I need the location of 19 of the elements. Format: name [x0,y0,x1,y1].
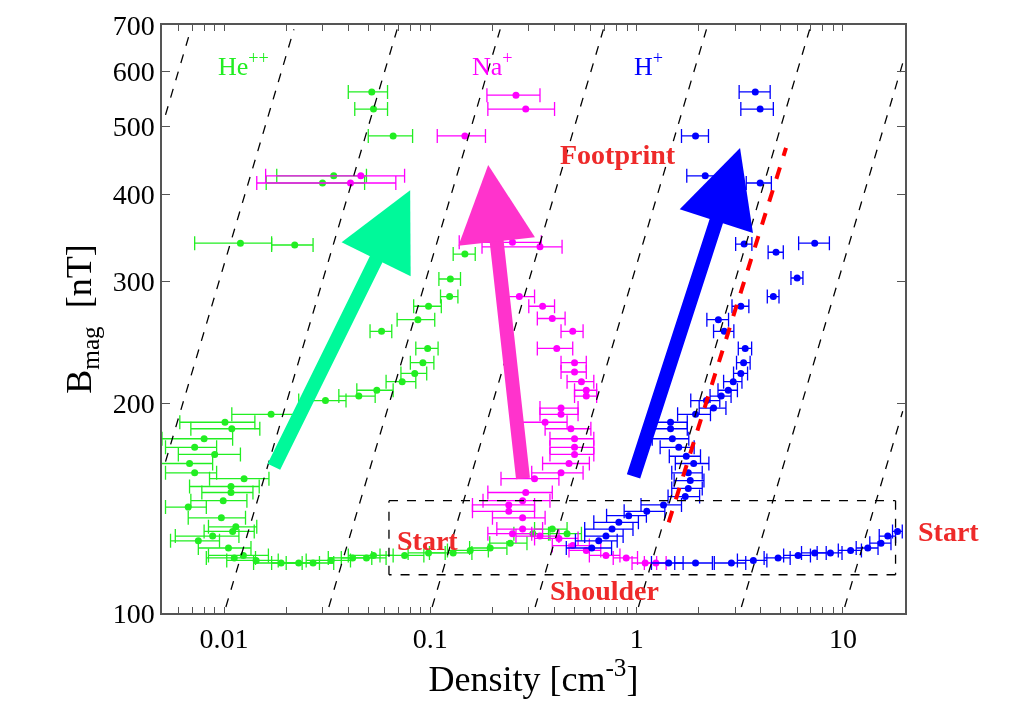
x-tick-label: 0.1 [412,623,448,655]
y-tick-label: 500 [112,111,155,143]
annotation: Shoulder [550,575,659,606]
y-tick-label: 300 [112,265,155,297]
text: H$^{+}$ [634,48,664,81]
y-tick-label: 700 [112,9,155,41]
text: He$^{++}$ [218,48,269,81]
annotation: Start [918,516,980,547]
y-tick-label: 400 [112,178,155,210]
annotation: Footprint [560,139,676,170]
x-axis-title: Density [cm$^{-3}$] [428,654,639,700]
y-tick-label: 600 [112,56,155,88]
annotation: Start [397,525,459,556]
x-tick-label: 10 [828,623,857,655]
x-tick-label: 1 [629,623,644,655]
y-tick-label: 100 [112,597,155,629]
y-tick-label: 200 [112,388,155,420]
series-label: Na$^{+}$ [472,48,513,81]
x-tick-label: 0.01 [199,623,249,655]
